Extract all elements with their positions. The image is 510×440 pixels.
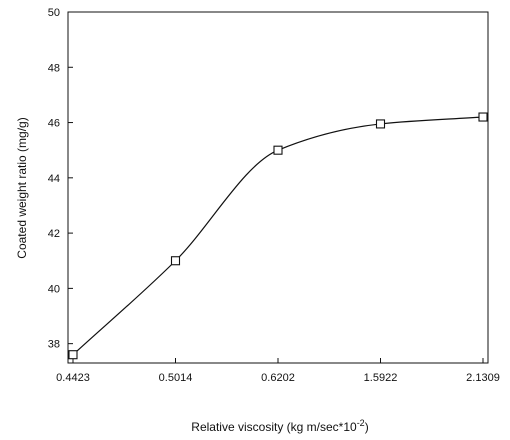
y-tick-label: 40	[48, 283, 60, 295]
data-point-marker	[170, 256, 181, 266]
x-tick-label: 0.4423	[56, 372, 90, 384]
x-tick-label: 0.6202	[261, 372, 295, 384]
x-axis-label-main: Relative viscosity (kg m/sec*10	[191, 420, 357, 434]
data-point-marker	[375, 119, 386, 129]
x-tick-label: 1.5922	[364, 372, 398, 384]
series-markers	[68, 112, 488, 360]
y-tick-label: 48	[48, 62, 60, 74]
y-axis: 38 40 42 44 46 48 50	[48, 7, 73, 351]
y-tick-label: 50	[48, 7, 60, 19]
data-point-marker	[273, 145, 283, 155]
y-axis-label: Coated weight ratio (mg/g)	[15, 117, 29, 258]
x-axis-label: Relative viscosity (kg m/sec*10-2)	[191, 418, 368, 434]
x-tick-label: 0.5014	[159, 372, 193, 384]
data-point-marker	[478, 112, 488, 122]
x-tick-label: 2.1309	[466, 372, 500, 384]
data-point-marker	[68, 350, 78, 360]
y-tick-label: 42	[48, 228, 60, 240]
y-tick-label: 38	[48, 339, 60, 351]
plot-frame	[67, 11, 489, 364]
x-axis-label-superscript: -2	[357, 418, 365, 428]
x-axis: 0.4423 0.5014 0.6202 1.5922 2.1309	[56, 358, 500, 384]
y-tick-label: 46	[48, 118, 60, 130]
x-axis-label-suffix: )	[365, 420, 369, 434]
y-tick-label: 44	[48, 173, 60, 185]
